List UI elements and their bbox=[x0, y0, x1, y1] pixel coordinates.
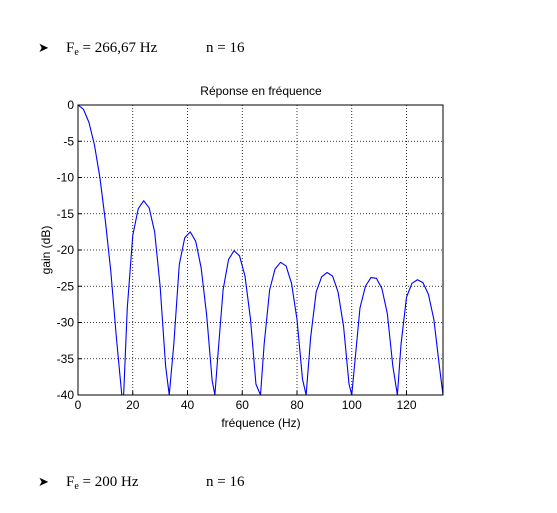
x-axis-label: fréquence (Hz) bbox=[221, 416, 300, 430]
chart-grid bbox=[78, 105, 443, 395]
y-tick-label: -30 bbox=[57, 316, 75, 330]
x-tick-label: 0 bbox=[75, 398, 82, 412]
x-tick-label: 80 bbox=[290, 398, 304, 412]
y-tick-label: -15 bbox=[57, 207, 75, 221]
fe-value: = 266,67 Hz bbox=[82, 40, 158, 56]
y-tick-label: -40 bbox=[57, 388, 75, 402]
footer-line: ➤ Fe = 200 Hz n = 16 bbox=[38, 474, 244, 492]
x-tick-label: 120 bbox=[396, 398, 416, 412]
y-tick-label: -25 bbox=[57, 279, 75, 293]
plot-frame bbox=[77, 104, 444, 396]
x-tick-label: 60 bbox=[236, 398, 250, 412]
y-tick-label: -5 bbox=[63, 134, 74, 148]
y-axis-label: gain (dB) bbox=[39, 226, 53, 275]
chart-title: Réponse en fréquence bbox=[200, 84, 322, 98]
right-arrowhead-icon: ➤ bbox=[38, 475, 49, 490]
y-tick-label: -35 bbox=[57, 352, 75, 366]
n-value: n = 16 bbox=[206, 40, 245, 56]
x-tick-label: 40 bbox=[181, 398, 195, 412]
fe-subscript: e bbox=[74, 47, 79, 58]
y-tick-label: -20 bbox=[57, 243, 75, 257]
x-tick-label: 100 bbox=[342, 398, 362, 412]
fe-label: F bbox=[66, 40, 75, 56]
header-line: ➤ Fe = 266,67 Hz n = 16 bbox=[38, 40, 244, 58]
right-arrowhead-icon: ➤ bbox=[38, 41, 49, 56]
fe-value: = 200 Hz bbox=[82, 474, 139, 490]
fe-label: F bbox=[66, 474, 75, 490]
y-tick-label: 0 bbox=[67, 98, 74, 112]
x-tick-label: 20 bbox=[126, 398, 140, 412]
n-value: n = 16 bbox=[206, 474, 245, 490]
chart-ticks: 0 20 40 60 80 100 120 0 -5 -10 -15 -20 -25 -30 -35 -40 bbox=[57, 98, 417, 412]
y-tick-label: -10 bbox=[57, 171, 75, 185]
fe-subscript: e bbox=[74, 481, 79, 492]
